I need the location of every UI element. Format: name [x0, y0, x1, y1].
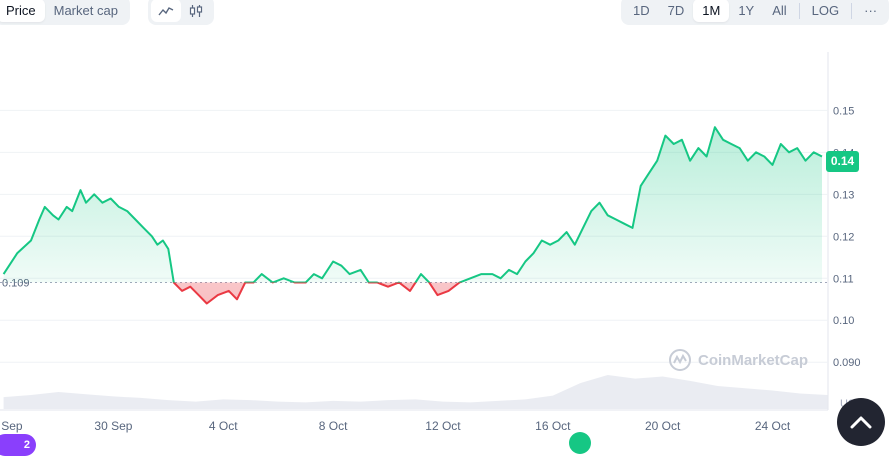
x-tick-label: 16 Oct: [535, 419, 571, 433]
range-1d[interactable]: 1D: [633, 3, 650, 18]
price-line-above: [2, 126, 823, 283]
candlestick-icon[interactable]: [181, 0, 211, 22]
x-tick-label: 4 Oct: [209, 419, 238, 433]
more-options-button[interactable]: ···: [864, 3, 878, 18]
x-tick-label: 8 Oct: [319, 419, 348, 433]
range-1y[interactable]: 1Y: [738, 3, 755, 18]
x-tick-label: 20 Oct: [645, 419, 681, 433]
event-count-badge[interactable]: 2: [0, 434, 36, 456]
scroll-to-top-button[interactable]: [837, 398, 885, 446]
chevron-up-icon: [850, 416, 872, 429]
x-tick-label: 30 Sep: [94, 419, 132, 433]
y-tick-label: 0.15: [833, 105, 854, 117]
x-tick-label: 12 Oct: [425, 419, 461, 433]
y-tick-label: 0.10: [833, 315, 854, 327]
y-tick-label: 0.11: [833, 273, 854, 285]
y-tick-label: 0.13: [833, 189, 854, 201]
line-chart-icon[interactable]: [151, 0, 181, 22]
tab-market-cap[interactable]: Market cap: [53, 3, 118, 18]
event-marker-icon[interactable]: [569, 432, 591, 454]
x-axis-labels: 26 Sep 30 Sep 4 Oct 8 Oct 12 Oct 16 Oct 20 Oct…: [0, 419, 791, 433]
price-line-below: [172, 282, 463, 305]
coinmarketcap-watermark: CoinMarketCap: [668, 348, 808, 372]
range-7d[interactable]: 7D: [667, 3, 685, 18]
tab-price[interactable]: Price: [0, 0, 45, 22]
y-axis-labels: 0.150.140.130.120.110.100.090: [833, 105, 861, 369]
x-tick-label: 26 Sep: [0, 419, 23, 433]
more-divider: [851, 2, 853, 19]
chart-type-tabs: Price Market cap: [0, 0, 130, 25]
price-fill-above: [3, 127, 822, 283]
volume-area: [3, 374, 828, 409]
volume-shape: [3, 374, 828, 409]
y-tick-label: 0.12: [833, 231, 854, 243]
chart-style-toggle: [148, 0, 214, 25]
range-divider: [798, 2, 800, 19]
range-all[interactable]: All: [772, 3, 787, 18]
current-price-tag: 0.14: [826, 151, 859, 172]
watermark-text: CoinMarketCap: [698, 351, 809, 369]
time-range-selector: 1D 7D 1M 1Y All LOG ···: [621, 0, 889, 25]
y-tick-label: 0.090: [833, 357, 861, 369]
range-1m[interactable]: 1M: [693, 0, 730, 22]
coinmarketcap-logo-icon: [669, 349, 691, 371]
log-scale-button[interactable]: LOG: [811, 3, 840, 18]
x-tick-label: 24 Oct: [755, 419, 791, 433]
